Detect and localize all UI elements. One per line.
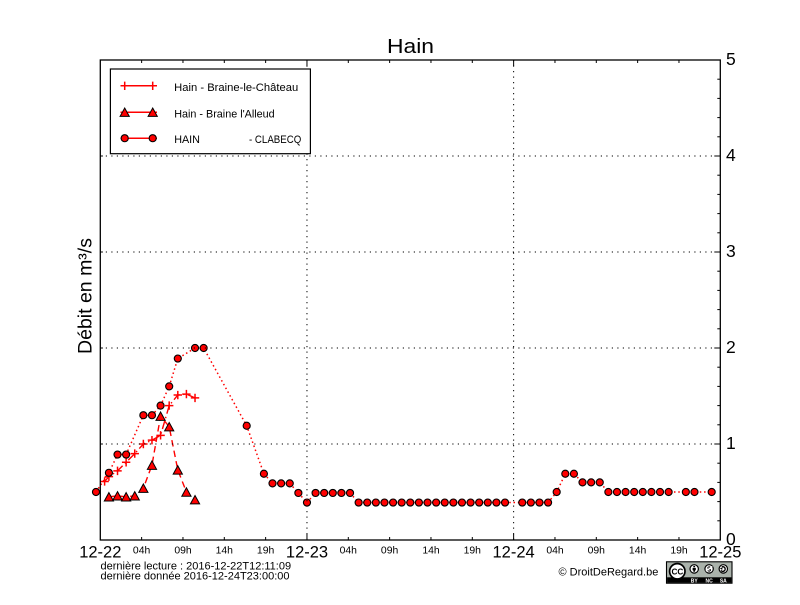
svg-text:19h: 19h — [670, 546, 688, 557]
svg-text:09h: 09h — [588, 546, 606, 557]
svg-text:2: 2 — [726, 337, 736, 357]
svg-text:14h: 14h — [629, 546, 647, 557]
svg-text:19h: 19h — [464, 546, 482, 557]
svg-text:BY: BY — [691, 578, 699, 584]
svg-text:0: 0 — [726, 529, 736, 549]
svg-text:4: 4 — [726, 145, 736, 165]
svg-text:$: $ — [707, 567, 711, 574]
svg-text:04h: 04h — [340, 546, 358, 557]
svg-text:19h: 19h — [257, 546, 275, 557]
svg-text:09h: 09h — [174, 546, 192, 557]
svg-text:12-24: 12-24 — [492, 544, 534, 562]
svg-text:NC: NC — [705, 578, 713, 584]
svg-text:14h: 14h — [216, 546, 234, 557]
svg-text:- CLABECQ: - CLABECQ — [249, 134, 301, 146]
svg-text:dernière donnée 2016-12-24T23: dernière donnée 2016-12-24T23:00:00 — [101, 570, 290, 582]
svg-text:04h: 04h — [133, 546, 151, 557]
svg-text:12-22: 12-22 — [79, 544, 121, 562]
svg-text:1: 1 — [726, 433, 736, 453]
svg-text:© DroitDeRegard.be: © DroitDeRegard.be — [559, 566, 659, 578]
svg-text:SA: SA — [720, 578, 727, 584]
svg-text:12-25: 12-25 — [699, 544, 741, 562]
svg-text:04h: 04h — [546, 546, 564, 557]
svg-text:09h: 09h — [381, 546, 399, 557]
svg-text:HAIN: HAIN — [174, 134, 200, 146]
svg-text:14h: 14h — [422, 546, 440, 557]
svg-text:Débit en m³/s: Débit en m³/s — [75, 238, 97, 354]
svg-text:Hain - Braine l'Alleud: Hain - Braine l'Alleud — [174, 109, 274, 121]
svg-text:Hain: Hain — [387, 36, 434, 58]
svg-text:CC: CC — [671, 567, 683, 576]
svg-text:5: 5 — [726, 49, 736, 69]
svg-text:dernière lecture : 2016-12-22T: dernière lecture : 2016-12-22T12:11:09 — [101, 561, 292, 573]
svg-text:3: 3 — [726, 241, 736, 261]
svg-text:Hain - Braine-le-Château: Hain - Braine-le-Château — [174, 82, 298, 94]
svg-text:12-23: 12-23 — [286, 544, 328, 562]
